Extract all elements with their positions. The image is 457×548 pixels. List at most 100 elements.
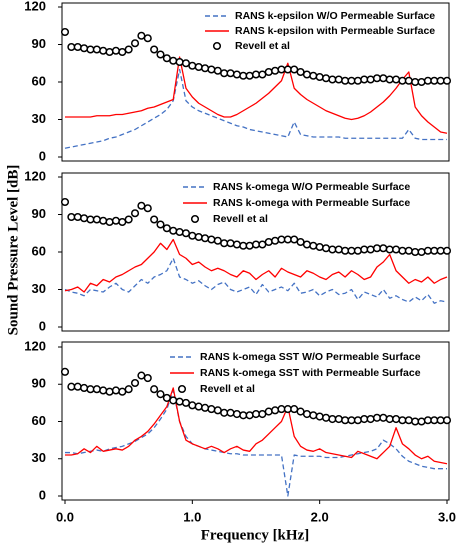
data-point [226,239,235,248]
y-axis-label: Sound Pressure Level [dB] [5,165,21,336]
legend-label: RANS k-omega W/O Permeable Surface [213,181,410,193]
x-tick-label: 0.0 [56,509,74,524]
legend-label: RANS k-omega SST W/O Permeable Surface [200,351,421,363]
data-point [372,74,382,83]
x-axis-label: Frequency [kHz] [201,527,309,543]
y-tick-label: 90 [32,376,46,391]
data-point [105,387,114,396]
data-point [105,47,114,57]
data-point [379,244,388,253]
data-point [245,411,254,420]
legend-label: RANS k-omega SST with Permeable Surface [200,367,421,379]
legend-marker [212,41,222,51]
data-point [379,413,388,422]
data-point [181,229,191,238]
data-point [436,416,445,425]
data-point [321,74,331,83]
data-point [156,220,165,229]
data-point [430,246,439,255]
x-tick-label: 2.0 [311,509,329,524]
data-point [309,71,318,80]
data-point [290,235,299,244]
data-point [296,407,305,416]
data-point [175,57,184,67]
series-line [65,389,447,497]
data-point [347,416,356,425]
data-point [181,398,191,407]
data-point [321,244,331,253]
data-point [411,417,420,426]
data-point [315,242,324,252]
data-point [385,75,394,84]
data-point [207,65,216,74]
data-point [398,246,407,255]
data-point [73,212,82,222]
data-point [258,240,267,249]
data-point [201,234,210,243]
data-point [99,46,108,55]
data-point [283,405,292,414]
data-point [385,245,394,254]
data-point [232,70,241,79]
data-point [360,245,369,254]
data-point [124,385,133,394]
series-line [64,238,448,293]
series-line [65,387,448,465]
data-point [124,215,133,224]
data-point [411,77,420,87]
data-point [80,44,89,53]
data-point [73,382,82,391]
data-point [417,417,426,426]
data-point [175,227,184,237]
data-point [220,239,229,248]
data-point [245,241,254,250]
data-point [251,410,261,419]
data-point [328,75,337,84]
data-point [271,66,280,75]
y-tick-label: 30 [32,281,46,296]
data-point [385,414,394,424]
data-point [169,396,178,405]
data-point [111,216,120,225]
data-point [328,414,337,424]
data-point [143,373,152,383]
data-point [392,414,401,424]
data-point [302,240,311,249]
data-point [328,245,337,254]
data-point [99,216,108,225]
data-point [347,246,356,255]
data-point [309,411,318,420]
data-point [411,247,420,257]
y-tick-label: 90 [32,206,46,221]
data-point [92,215,101,224]
data-point [194,62,203,72]
data-point [67,212,76,222]
data-point [423,416,432,425]
data-point [442,76,452,85]
y-tick-label: 0 [39,487,46,502]
y-tick-label: 0 [39,318,46,333]
series-line [65,56,448,134]
data-point [245,71,254,80]
data-point [398,76,407,85]
data-point [73,42,82,52]
data-point [430,76,439,85]
data-point [366,75,375,84]
data-point [392,245,401,254]
data-point [156,50,165,59]
data-point [201,403,210,412]
data-point [404,76,413,85]
data-point [67,42,76,52]
data-point [213,236,222,245]
legend-marker [190,214,200,224]
data-point [169,56,178,65]
data-point [124,45,133,54]
data-point [143,204,152,213]
data-point [366,414,375,424]
data-point [80,214,89,223]
data-point [251,70,261,79]
y-tick-label: 120 [24,168,46,183]
y-tick-label: 120 [24,338,46,353]
data-point [130,209,140,218]
y-tick-label: 90 [32,36,46,51]
